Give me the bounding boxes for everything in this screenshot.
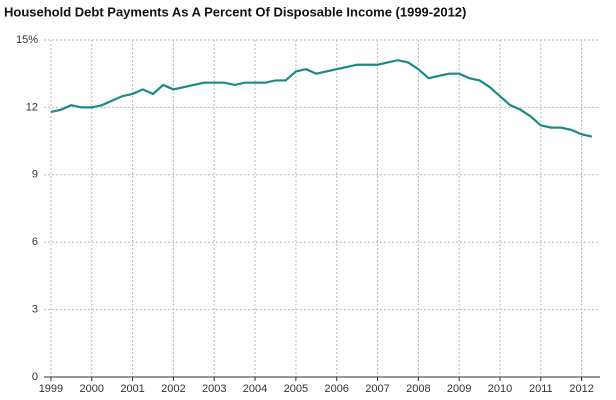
x-tick-label: 2004 [243,383,267,395]
y-tick-label: 9 [32,169,38,181]
x-tick-label: 2009 [447,383,471,395]
x-tick-label: 2001 [120,383,144,395]
data-line [50,59,593,138]
x-tick-label: 1999 [39,383,63,395]
x-tick-label: 2005 [284,383,308,395]
x-tick-label: 2010 [488,383,512,395]
y-tick-label: 12 [26,101,38,113]
x-tick-label: 2008 [406,383,430,395]
y-tick-label: 3 [32,304,38,316]
y-tick-label: 6 [32,236,38,248]
chart-title: Household Debt Payments As A Percent Of … [4,4,466,19]
y-tick-label: 15% [16,34,38,46]
x-tick-label: 2000 [80,383,104,395]
x-tick-label: 2006 [324,383,348,395]
x-tick-label: 2002 [161,383,185,395]
x-tick-label: 2012 [569,383,593,395]
x-tick-label: 2007 [365,383,389,395]
x-tick-label: 2011 [529,383,553,395]
x-tick-label: 2003 [202,383,226,395]
y-tick-label: 0 [32,371,38,383]
